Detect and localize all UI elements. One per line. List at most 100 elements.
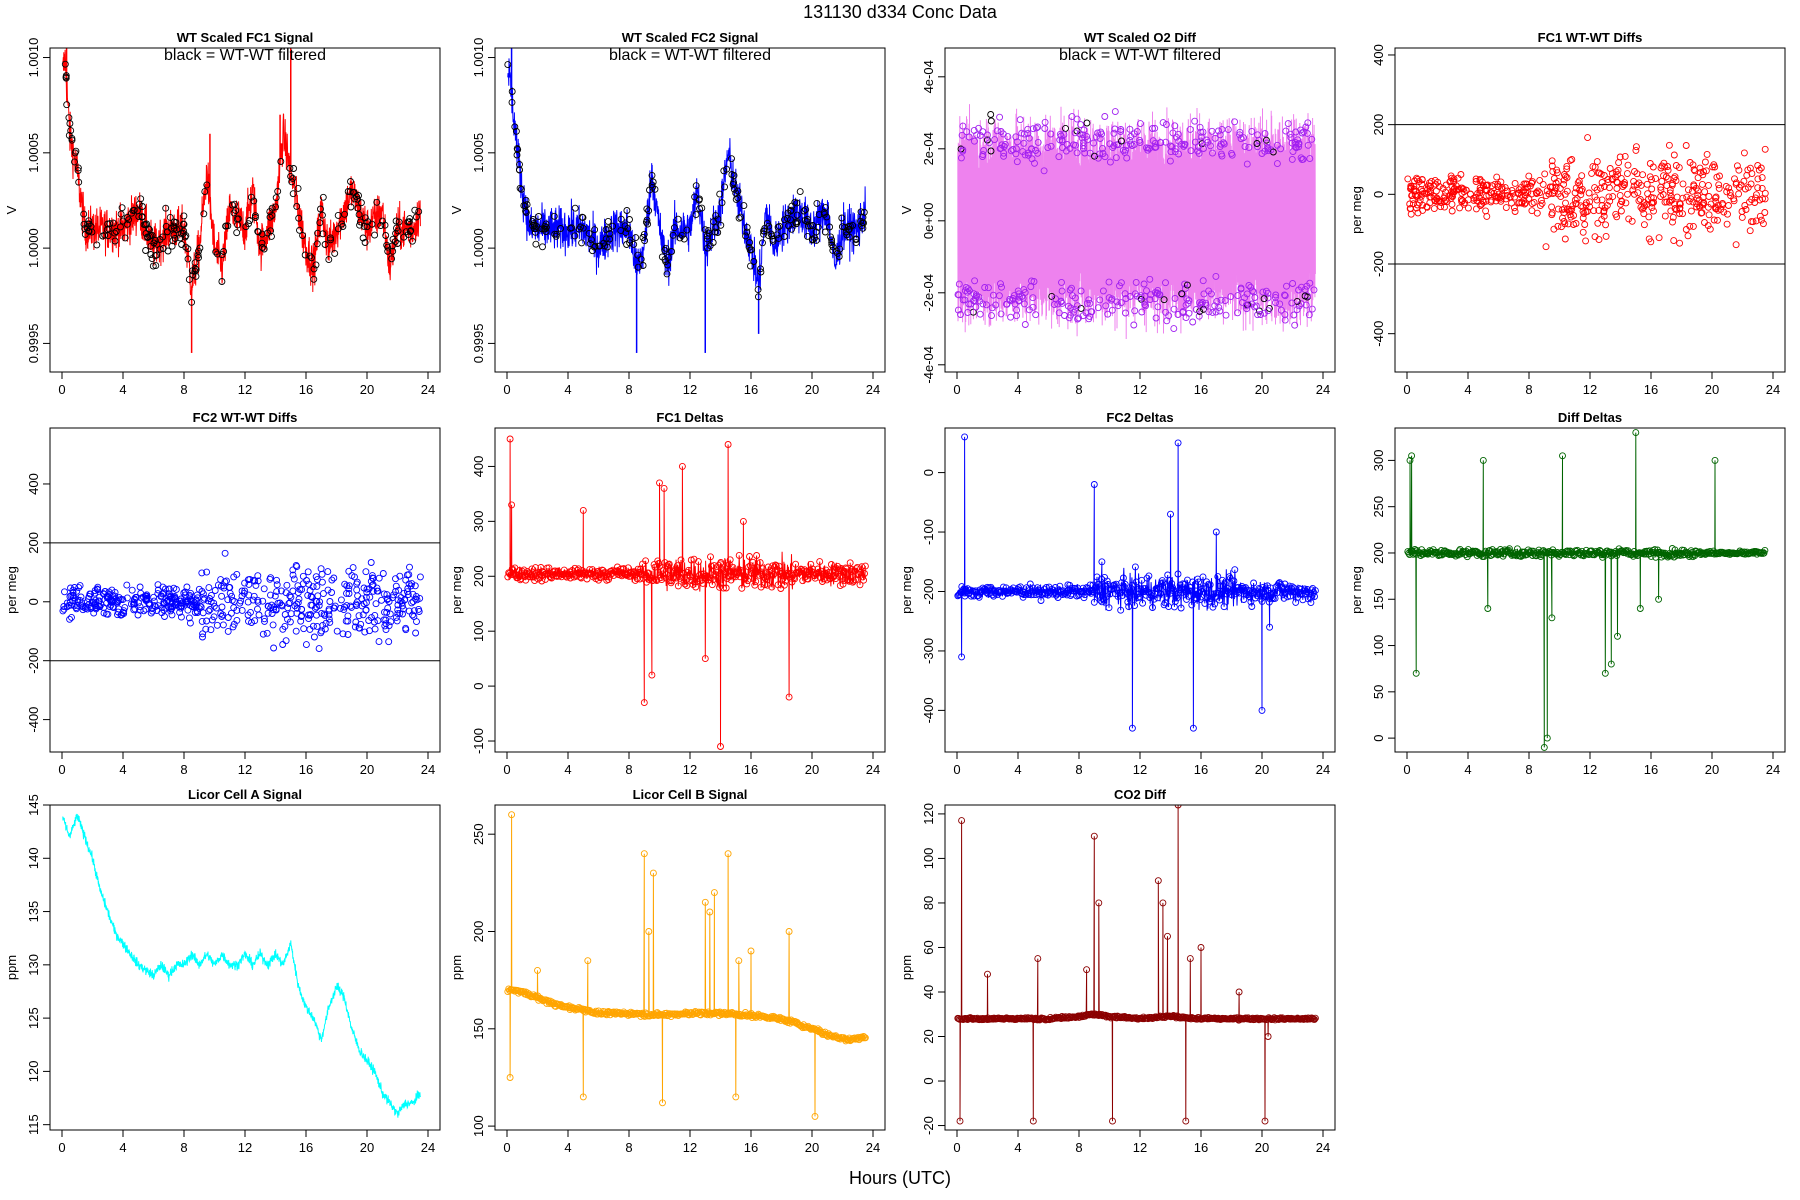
data-point bbox=[324, 568, 332, 576]
data-point bbox=[804, 222, 812, 230]
data-point bbox=[1690, 166, 1698, 174]
data-point bbox=[1620, 181, 1628, 189]
data-point bbox=[347, 178, 354, 185]
data-point bbox=[508, 811, 516, 819]
data-point bbox=[663, 570, 671, 578]
data-point bbox=[389, 235, 397, 243]
data-point bbox=[637, 255, 645, 263]
data-point bbox=[1536, 176, 1544, 184]
data-point bbox=[238, 606, 246, 614]
data-point bbox=[987, 111, 995, 118]
data-point bbox=[61, 588, 68, 596]
data-point bbox=[247, 193, 255, 201]
x-tick-label: 4 bbox=[119, 762, 126, 777]
data-point bbox=[317, 629, 325, 637]
data-point bbox=[75, 178, 83, 186]
data-point bbox=[1548, 162, 1556, 170]
data-point bbox=[1179, 307, 1187, 315]
data-point bbox=[1157, 589, 1164, 597]
data-point bbox=[301, 251, 309, 259]
data-point bbox=[203, 181, 211, 189]
data-point bbox=[282, 589, 290, 597]
data-point bbox=[1077, 287, 1085, 295]
data-point bbox=[1021, 151, 1029, 159]
data-point bbox=[1648, 185, 1656, 193]
data-point bbox=[809, 236, 817, 244]
data-point bbox=[710, 889, 718, 897]
data-point bbox=[1522, 199, 1530, 207]
data-point bbox=[1136, 293, 1144, 301]
data-point bbox=[1657, 186, 1665, 194]
data-point bbox=[578, 239, 586, 247]
data-point bbox=[1122, 309, 1129, 317]
data-point bbox=[759, 239, 766, 247]
data-point bbox=[1579, 203, 1587, 211]
data-point bbox=[141, 221, 149, 228]
data-point bbox=[375, 638, 383, 646]
data-point bbox=[1199, 277, 1207, 285]
x-tick-label: 24 bbox=[866, 762, 880, 777]
data-point bbox=[1484, 605, 1492, 612]
x-tick-label: 24 bbox=[866, 382, 880, 397]
data-point bbox=[813, 199, 821, 207]
data-point bbox=[111, 592, 119, 600]
data-point bbox=[1299, 596, 1307, 604]
data-point bbox=[1117, 606, 1125, 614]
y-tick-label: -400 bbox=[921, 697, 936, 723]
y-tick-label: 250 bbox=[471, 823, 486, 845]
data-point bbox=[1619, 183, 1627, 191]
data-point bbox=[861, 562, 869, 570]
data-point bbox=[286, 599, 294, 607]
data-point bbox=[1448, 200, 1456, 208]
data-point bbox=[1430, 205, 1438, 213]
data-point bbox=[289, 571, 297, 579]
data-point bbox=[1288, 155, 1296, 163]
data-point bbox=[80, 220, 88, 228]
data-point bbox=[189, 271, 197, 279]
data-point bbox=[1254, 143, 1261, 151]
data-point bbox=[788, 225, 795, 233]
data-point bbox=[1182, 1117, 1190, 1125]
data-point bbox=[1024, 1014, 1032, 1022]
data-point bbox=[59, 607, 67, 615]
data-point bbox=[1216, 131, 1224, 139]
y-tick-label: 80 bbox=[921, 896, 936, 910]
series-line bbox=[1407, 432, 1766, 748]
data-point bbox=[1735, 190, 1743, 198]
data-point bbox=[1660, 172, 1667, 180]
data-point bbox=[259, 597, 267, 605]
data-point bbox=[959, 296, 967, 304]
data-point bbox=[1446, 178, 1454, 186]
data-point bbox=[1539, 180, 1547, 188]
data-point bbox=[268, 610, 276, 617]
y-axis-label: per meg bbox=[1349, 186, 1364, 234]
data-point bbox=[521, 202, 529, 210]
data-point bbox=[714, 229, 722, 236]
y-tick-label: -200 bbox=[1371, 251, 1386, 277]
data-point bbox=[1251, 294, 1259, 301]
data-point bbox=[165, 585, 173, 593]
data-point bbox=[670, 224, 678, 232]
data-point bbox=[1621, 179, 1629, 187]
data-point bbox=[1410, 200, 1417, 208]
data-point bbox=[976, 310, 984, 318]
data-point bbox=[861, 570, 868, 577]
data-point bbox=[1310, 588, 1318, 596]
data-point bbox=[290, 165, 298, 172]
data-point bbox=[1258, 597, 1266, 605]
data-point bbox=[1071, 129, 1079, 137]
data-point bbox=[954, 306, 962, 314]
data-point bbox=[306, 625, 314, 633]
data-point bbox=[1585, 189, 1593, 197]
data-point bbox=[1000, 149, 1008, 157]
data-point bbox=[166, 593, 174, 601]
data-point bbox=[1052, 295, 1059, 303]
data-point bbox=[1719, 200, 1726, 207]
data-point bbox=[175, 603, 183, 610]
data-point bbox=[201, 188, 209, 196]
data-point bbox=[578, 213, 586, 221]
data-point bbox=[1754, 162, 1762, 169]
y-tick-label: 0 bbox=[921, 469, 936, 476]
data-point bbox=[362, 606, 370, 614]
